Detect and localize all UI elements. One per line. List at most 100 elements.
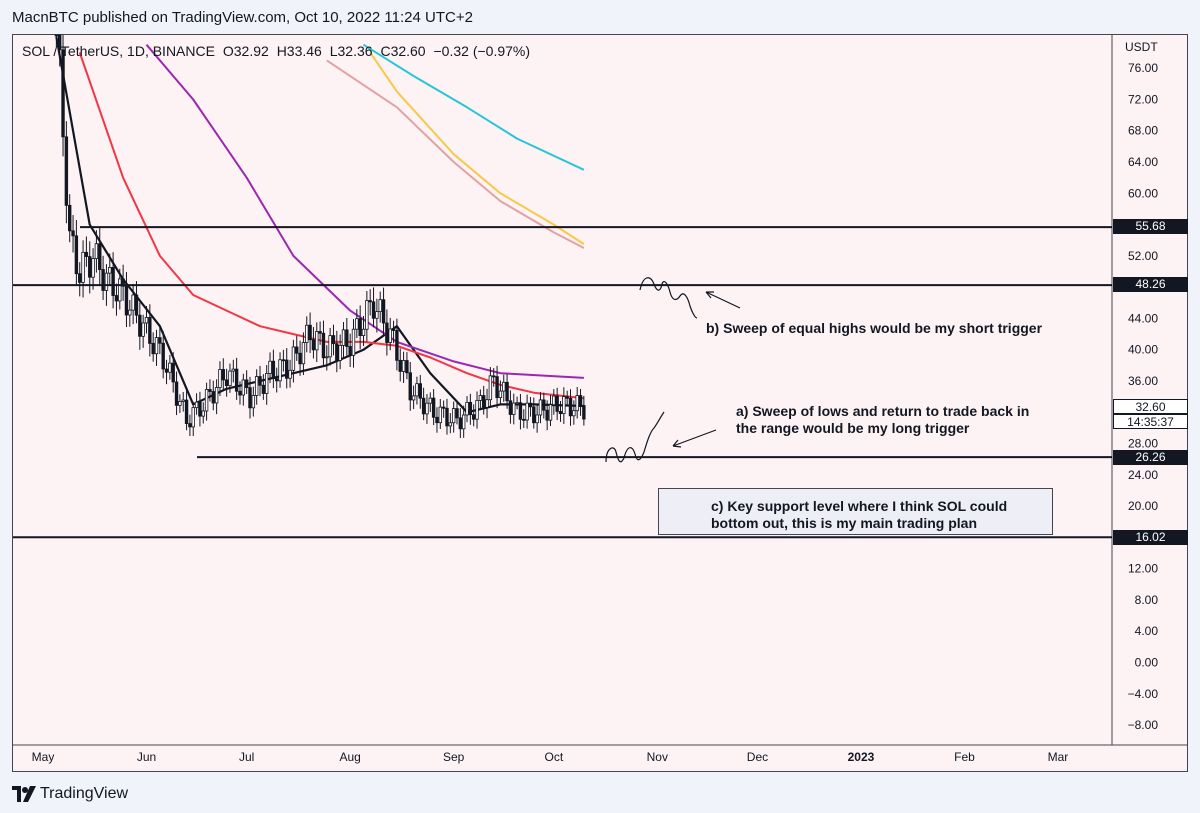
candle[interactable] <box>361 315 366 346</box>
annotation-b[interactable]: b) Sweep of equal highs would be my shor… <box>706 320 1042 337</box>
candle[interactable] <box>78 262 82 297</box>
candle[interactable] <box>528 396 533 417</box>
candle[interactable] <box>291 339 296 383</box>
candle[interactable] <box>378 291 382 323</box>
candle[interactable] <box>478 389 483 411</box>
annotation-c-box[interactable]: c) Key support level where I think SOL c… <box>658 488 1053 535</box>
candle[interactable] <box>578 388 583 416</box>
candle[interactable] <box>161 331 165 379</box>
candle[interactable] <box>271 349 276 389</box>
candle[interactable] <box>568 389 573 426</box>
candle[interactable] <box>218 361 222 396</box>
candle[interactable] <box>562 387 566 424</box>
candle[interactable] <box>114 283 119 316</box>
candle[interactable] <box>505 374 509 409</box>
candle[interactable] <box>321 320 326 367</box>
candle[interactable] <box>411 385 416 410</box>
candle[interactable] <box>482 385 486 415</box>
candle[interactable] <box>234 357 239 400</box>
candle[interactable] <box>388 317 392 351</box>
candle[interactable] <box>545 400 549 431</box>
candle[interactable] <box>121 264 125 301</box>
candle[interactable] <box>178 394 182 413</box>
candle[interactable] <box>91 248 95 290</box>
candle[interactable] <box>475 391 479 429</box>
candle[interactable] <box>144 306 149 334</box>
candle[interactable] <box>84 236 89 267</box>
candle[interactable] <box>468 393 473 425</box>
candle[interactable] <box>128 299 132 327</box>
candle[interactable] <box>108 253 112 286</box>
candle[interactable] <box>502 374 506 402</box>
candle[interactable] <box>535 404 539 433</box>
candle[interactable] <box>111 252 115 309</box>
candle[interactable] <box>315 322 319 363</box>
candle[interactable] <box>575 386 579 419</box>
candle[interactable] <box>171 352 175 393</box>
candle[interactable] <box>298 340 302 376</box>
ema-line[interactable] <box>326 59 585 249</box>
candle[interactable] <box>211 380 215 411</box>
candle[interactable] <box>465 396 469 423</box>
candle[interactable] <box>405 352 409 380</box>
candle[interactable] <box>154 329 159 366</box>
candle[interactable] <box>261 374 266 400</box>
candle[interactable] <box>492 368 496 387</box>
candle[interactable] <box>61 35 65 157</box>
candle[interactable] <box>301 332 306 376</box>
candle[interactable] <box>81 240 85 298</box>
candle[interactable] <box>518 393 523 430</box>
candle[interactable] <box>448 413 453 434</box>
candle[interactable] <box>208 379 212 402</box>
candle[interactable] <box>358 305 362 350</box>
candle[interactable] <box>498 380 503 405</box>
candle[interactable] <box>278 352 282 388</box>
candle[interactable] <box>57 34 62 67</box>
candle[interactable] <box>191 401 195 437</box>
candle[interactable] <box>181 391 185 412</box>
candle[interactable] <box>214 379 219 415</box>
candle[interactable] <box>401 351 406 383</box>
candle[interactable] <box>281 349 286 372</box>
candle[interactable] <box>508 390 513 424</box>
candle[interactable] <box>238 381 242 405</box>
candle[interactable] <box>458 408 463 439</box>
candle[interactable] <box>174 371 179 416</box>
candle[interactable] <box>415 376 419 405</box>
candle[interactable] <box>94 230 99 273</box>
candle[interactable] <box>308 312 312 354</box>
candle[interactable] <box>395 318 399 371</box>
candle[interactable] <box>558 401 563 422</box>
candle[interactable] <box>288 359 292 388</box>
candle[interactable] <box>488 367 493 408</box>
candle[interactable] <box>565 390 569 405</box>
candle[interactable] <box>381 287 386 335</box>
candle[interactable] <box>251 386 256 417</box>
candle[interactable] <box>331 324 336 356</box>
candle[interactable] <box>158 326 162 355</box>
candle[interactable] <box>194 393 199 415</box>
candle[interactable] <box>184 390 189 431</box>
ema-line[interactable] <box>145 44 584 379</box>
candle[interactable] <box>241 373 246 406</box>
candle[interactable] <box>268 352 272 384</box>
candle[interactable] <box>418 374 422 409</box>
candle[interactable] <box>221 358 225 391</box>
candle[interactable] <box>552 389 556 415</box>
ema-line[interactable] <box>362 43 585 171</box>
candle[interactable] <box>365 291 369 342</box>
candle[interactable] <box>71 215 75 253</box>
candle[interactable] <box>398 348 402 382</box>
candle[interactable] <box>555 387 559 421</box>
candle[interactable] <box>532 397 536 429</box>
candle[interactable] <box>201 402 205 424</box>
candle[interactable] <box>204 382 209 421</box>
candle[interactable] <box>385 309 389 356</box>
candle[interactable] <box>285 348 289 389</box>
candle[interactable] <box>525 394 529 429</box>
candle[interactable] <box>98 227 102 285</box>
candle[interactable] <box>421 387 426 421</box>
candle[interactable] <box>522 409 526 428</box>
candle[interactable] <box>228 363 232 393</box>
candle[interactable] <box>328 327 332 366</box>
